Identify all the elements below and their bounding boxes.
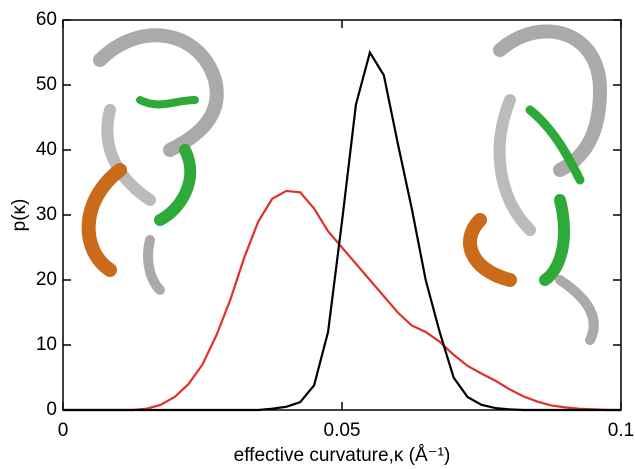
y-tick-label: 30: [36, 204, 57, 225]
y-tick-label: 50: [36, 74, 57, 95]
y-axis-label: p(κ): [9, 199, 30, 232]
data-line: [63, 189, 621, 412]
x-tick-label: 0: [58, 420, 69, 441]
data-line: [63, 49, 621, 412]
y-tick-label: 0: [46, 399, 57, 420]
x-tick-label: 0.05: [324, 420, 361, 441]
x-axis-label: effective curvature,κ (Å⁻¹): [234, 445, 451, 466]
y-tick-label: 10: [36, 334, 57, 355]
y-tick-label: 20: [36, 269, 57, 290]
molecule-left: [81, 28, 224, 295]
molecule-right: [463, 24, 608, 345]
y-tick-label: 40: [36, 139, 57, 160]
y-tick-label: 60: [36, 9, 57, 30]
x-tick-label: 0.1: [608, 420, 634, 441]
